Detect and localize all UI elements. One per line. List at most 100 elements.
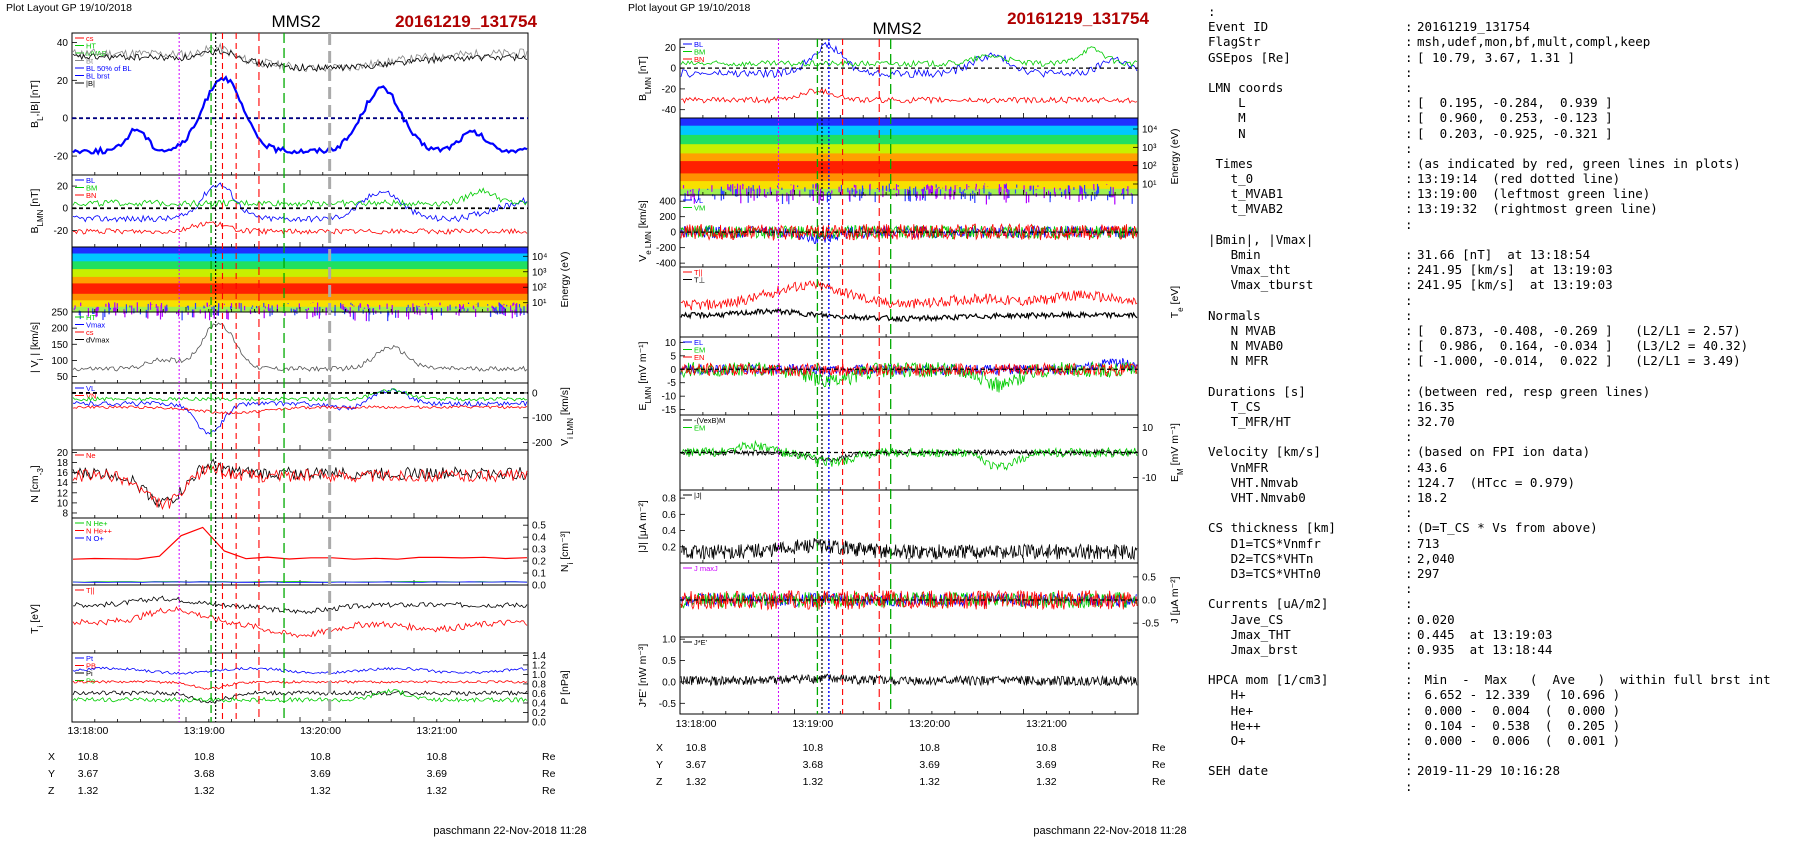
spectrogram-noise	[317, 302, 319, 312]
info-colon: :	[1405, 748, 1413, 764]
spectrogram-noise	[1032, 185, 1034, 195]
spectrogram-band	[680, 161, 1138, 174]
spectrogram-noise	[523, 306, 525, 315]
spectrogram-noise	[492, 306, 494, 312]
spectrogram-noise	[931, 185, 933, 194]
spectrogram-band	[72, 247, 528, 254]
y-axis-label: | Vi | [km/s]	[29, 322, 45, 373]
spectrogram-noise	[840, 184, 842, 192]
spectrogram-noise	[692, 189, 694, 198]
info-value: 43.6	[1417, 459, 1448, 475]
panel-te: Te [eV] T||T⊥	[679, 266, 1185, 338]
spectrogram-noise	[414, 311, 416, 315]
spectrogram-noise	[983, 185, 985, 194]
info-label	[1208, 217, 1405, 232]
spectrogram-noise	[777, 185, 779, 188]
spectrogram-noise	[263, 302, 265, 308]
info-colon: :	[1405, 490, 1413, 505]
info-value	[1417, 596, 1798, 611]
legend-entry: dVmax	[86, 336, 110, 345]
spectrogram-noise	[851, 187, 853, 195]
spectrogram-noise	[926, 185, 928, 190]
spectrogram-noise	[804, 187, 806, 192]
spectrogram-noise	[756, 188, 758, 199]
spectrogram-noise	[907, 192, 910, 200]
spectrogram-noise	[687, 190, 689, 197]
y-axis-label: BLMN [nT]	[29, 188, 45, 233]
spectrogram-noise	[776, 190, 778, 202]
info-colon: :	[1405, 717, 1413, 733]
spectrogram-noise	[897, 185, 899, 187]
x-tick-label: 13:20:00	[909, 718, 950, 730]
spectrogram-noise	[734, 189, 737, 197]
spectrogram-noise	[714, 194, 716, 200]
spectrogram-noise	[765, 194, 767, 198]
spectrogram-noise	[209, 311, 211, 321]
info-value: 0.935 at 13:18:44	[1417, 641, 1553, 657]
spectrogram-band	[680, 173, 1138, 182]
y-tick-label: -400	[656, 259, 676, 270]
spectrogram-noise	[895, 184, 898, 191]
info-colon: :	[1405, 611, 1413, 627]
spectrogram-noise	[500, 304, 502, 314]
spectrogram-noise	[849, 192, 851, 201]
position-value: 3.69	[310, 768, 331, 780]
spectrogram-noise	[325, 307, 327, 316]
spectrogram-noise	[290, 308, 292, 312]
spectrogram-noise	[518, 304, 521, 308]
spectrogram-noise	[78, 310, 80, 316]
legend-entry: cs	[86, 34, 94, 43]
spectrogram-noise	[831, 190, 833, 194]
y-axis-label-main: V	[559, 439, 571, 446]
spectrogram-noise	[191, 309, 194, 318]
spectrogram-noise	[723, 190, 725, 196]
y-axis-label-main: P [nPa]	[559, 670, 571, 704]
info-row: N MFR:[ -1.000, -0.014, 0.022 ] (L2/L1 =…	[1208, 353, 1798, 368]
info-colon: :	[1405, 338, 1413, 354]
spectrogram-noise	[345, 308, 348, 312]
spectrogram-noise	[416, 307, 419, 311]
info-colon	[1405, 4, 1417, 19]
info-row: D2=TCS*VHTn:2,040	[1208, 551, 1798, 566]
panel-frame	[679, 38, 1139, 119]
spectrogram-noise	[1123, 188, 1125, 200]
info-colon: :	[1405, 641, 1413, 657]
info-label: VnMFR	[1208, 459, 1269, 475]
info-row: VHT.Nmvab0:18.2	[1208, 490, 1798, 505]
y-tick-label: 12	[57, 488, 69, 499]
spectrogram-noise	[287, 303, 289, 305]
series-vn	[680, 223, 1138, 242]
info-row: Times: (as indicated by red, green lines …	[1208, 156, 1798, 171]
spectrogram-noise	[815, 189, 817, 192]
spectrogram-noise	[1130, 193, 1132, 195]
left-event-id: 20161219_131754	[395, 12, 537, 31]
info-row: :	[1208, 748, 1798, 763]
series-bl	[72, 182, 528, 223]
y-axis-label-main: J [μA m⁻²]	[1169, 576, 1181, 623]
spectrogram-noise	[151, 304, 153, 305]
spectrogram-noise	[1078, 194, 1080, 202]
spectrogram-noise	[240, 303, 242, 312]
spectrogram-noise	[948, 189, 950, 197]
info-colon: :	[1405, 565, 1413, 581]
spectrogram-noise	[1065, 188, 1067, 199]
y-tick-label: 1.2	[532, 660, 546, 671]
spectrogram-noise	[387, 311, 389, 322]
spectrogram-noise	[869, 183, 871, 191]
info-row: :	[1208, 505, 1798, 520]
spectrogram-noise	[296, 307, 298, 314]
info-colon: :	[1405, 520, 1413, 536]
info-value: 0.000 - 0.004 ( 0.000 )	[1417, 702, 1621, 718]
spectrogram-noise	[97, 306, 99, 311]
spectrogram-noise	[340, 302, 342, 309]
info-value: [ 10.79, 3.67, 1.31 ]	[1417, 49, 1576, 65]
spectrogram-noise	[1096, 190, 1098, 197]
spectrogram-noise	[499, 311, 501, 315]
spectrogram-noise	[164, 305, 166, 314]
y-tick-label: 0.5	[532, 521, 546, 532]
position-row-label: Z	[48, 785, 55, 797]
y-tick-label: -10	[1142, 473, 1157, 484]
position-value: 10.8	[686, 742, 707, 754]
y-axis-label: J*E' [nW m⁻³]	[637, 644, 649, 708]
y-axis-label-rest: ,|B| [nT]	[29, 80, 41, 116]
